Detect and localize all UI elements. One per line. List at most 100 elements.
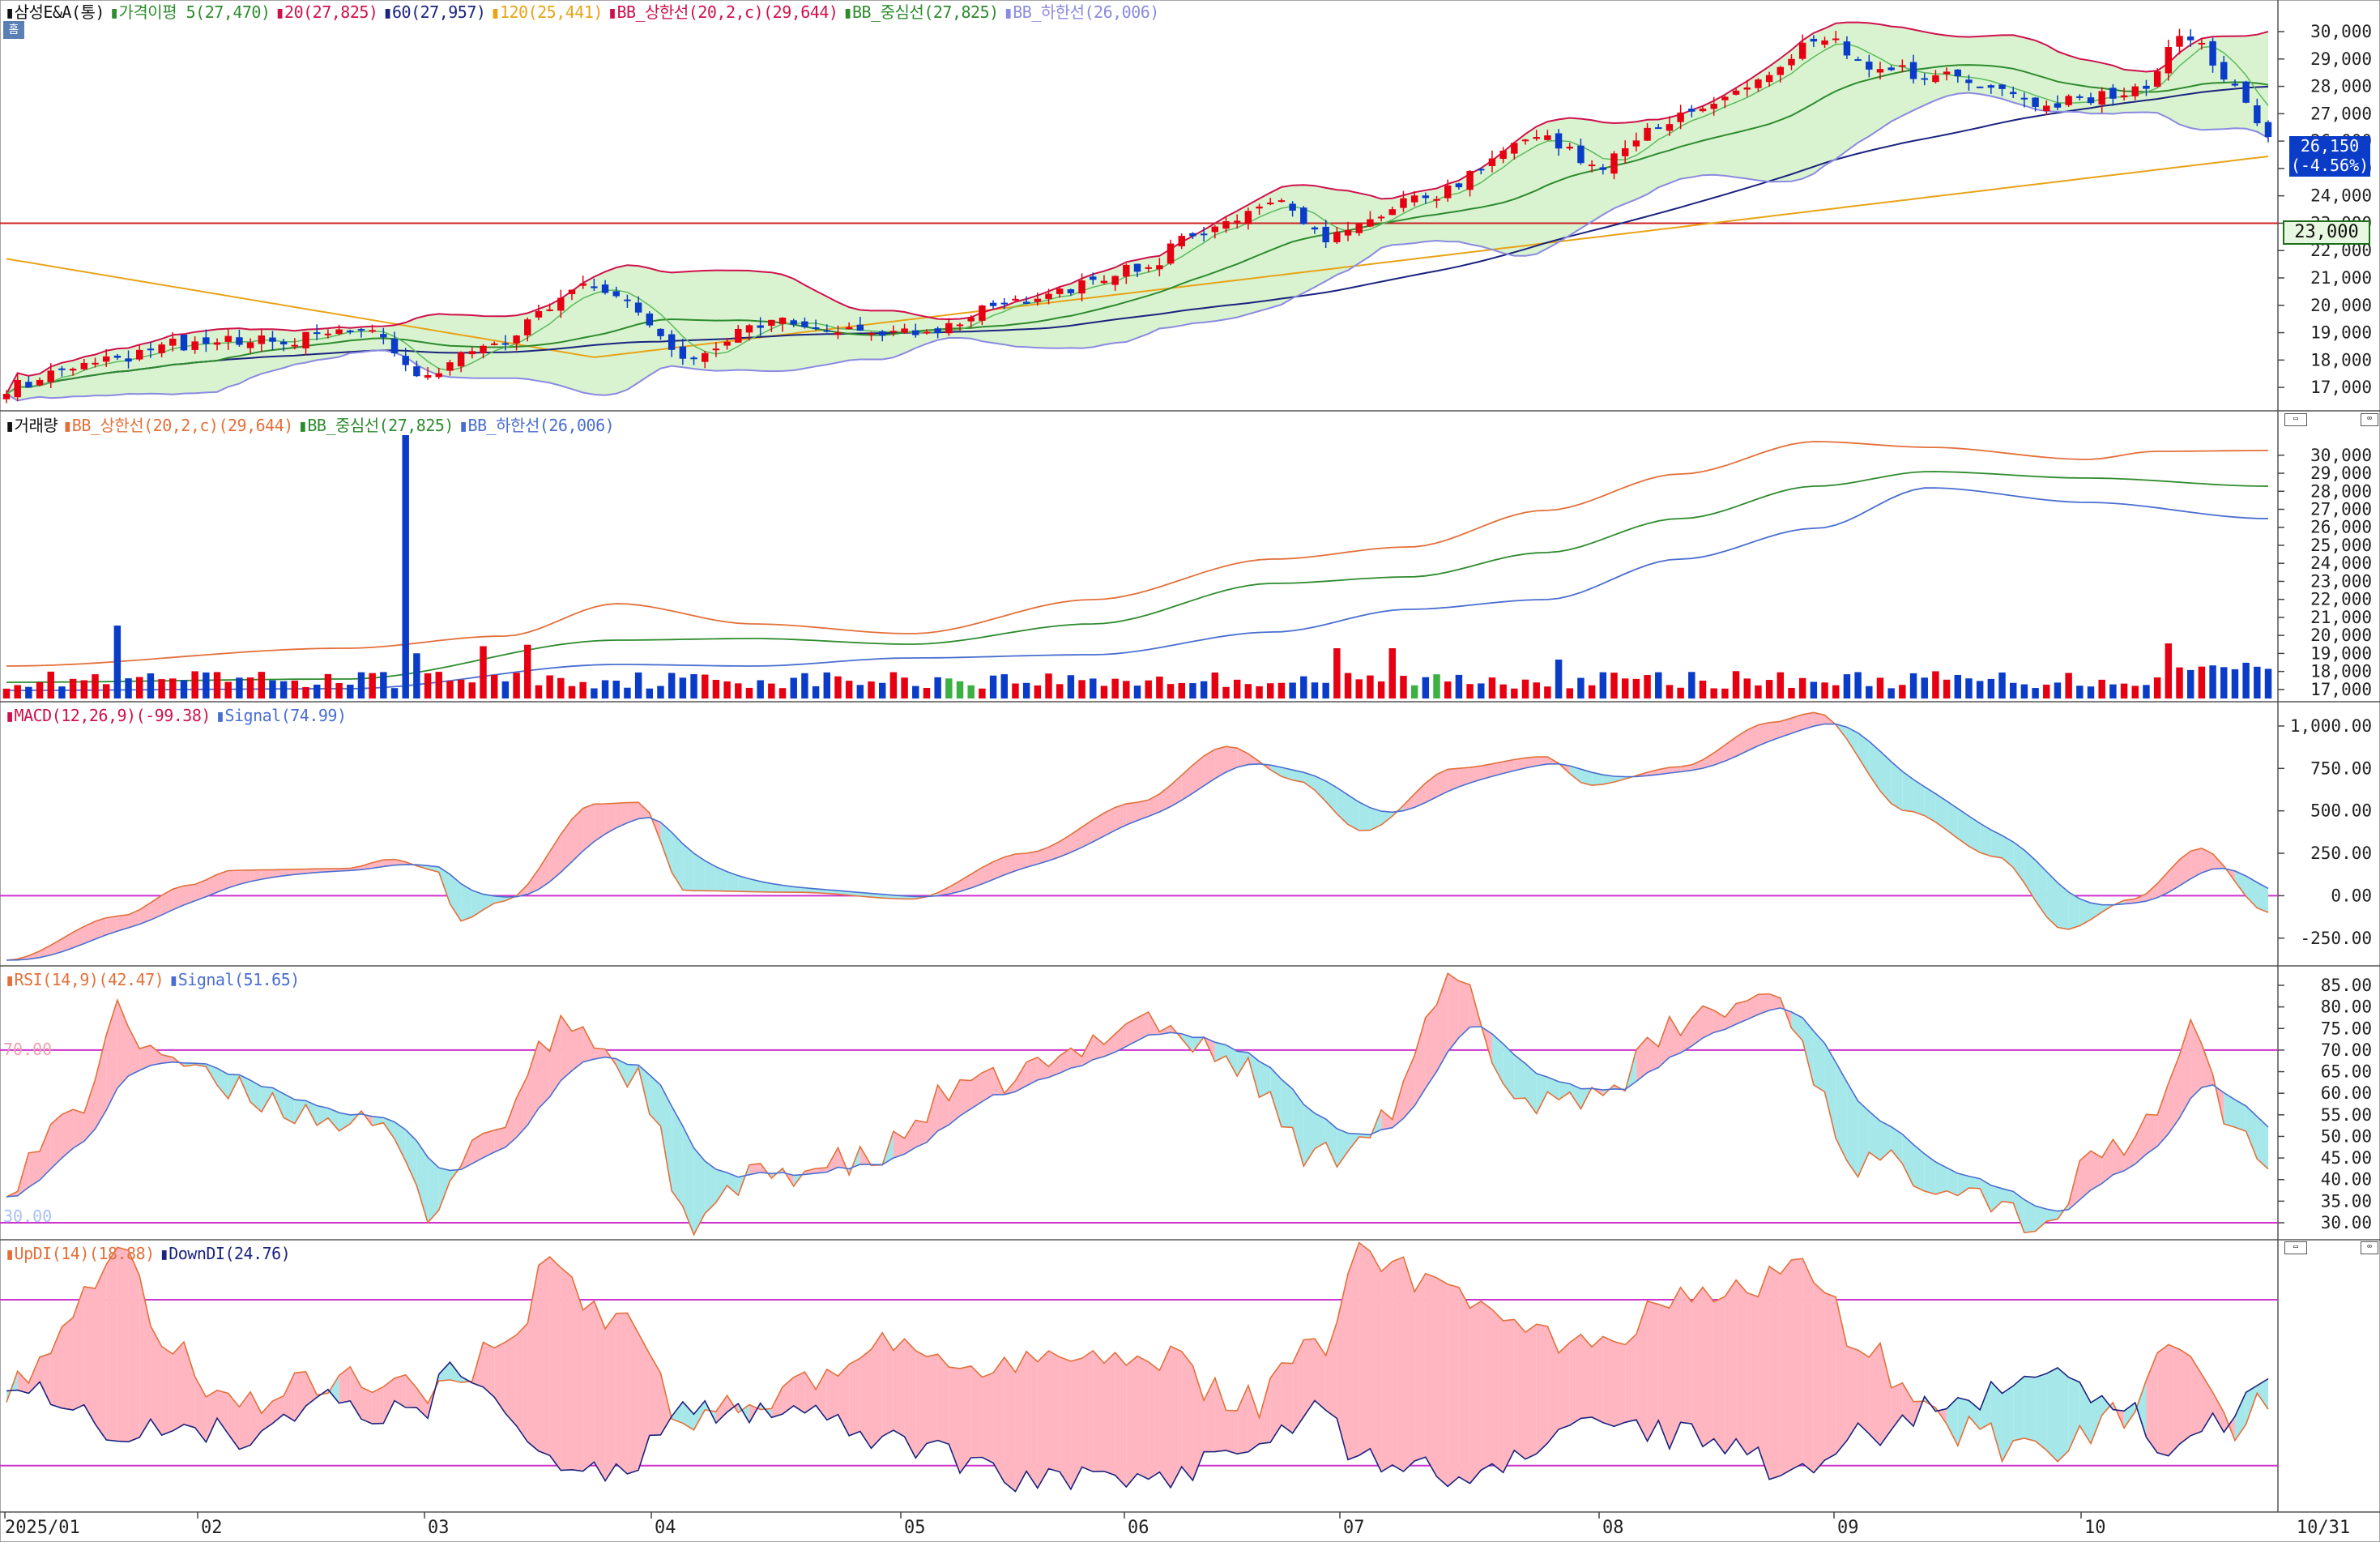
rsi-fill [2201, 1044, 2213, 1088]
volume-bar [845, 681, 853, 698]
volume-bar [657, 686, 664, 698]
legend-item[interactable]: ▮BB_상한선(20,2,c)(29,644) [62, 416, 293, 435]
rsi-fill [1669, 1016, 1681, 1057]
legend-item[interactable]: ▮UpDI(14)(18.88) [5, 1244, 155, 1263]
legend-item[interactable]: ▮BB_하한선(26,006) [458, 416, 615, 435]
axis-label: 750.00 [2310, 758, 2372, 778]
legend-item[interactable]: ▮삼성E&A(통) [5, 2, 104, 22]
pane-close-icon[interactable]: ∞ [2361, 413, 2378, 426]
legend-item[interactable]: ▮BB_중심선(27,825) [842, 2, 999, 22]
macd-histogram-fill [1602, 775, 1614, 784]
volume-bar [1788, 687, 1795, 698]
volume-pane[interactable] [2, 435, 2272, 698]
volume-bar [1244, 684, 1252, 698]
rsi-fill [1292, 1088, 1304, 1167]
macd-histogram-fill [1891, 762, 1903, 810]
pane-maximize-icon[interactable]: ▭ [2284, 1241, 2307, 1254]
dmi-fill [1725, 1279, 1737, 1454]
candle [912, 330, 919, 335]
dmi-fill [383, 1378, 395, 1424]
dmi-fill [438, 1362, 450, 1382]
legend-item[interactable]: ▮120(25,441) [490, 2, 603, 22]
dmi-fill [1559, 1342, 1570, 1429]
rsi-fill [405, 1130, 417, 1186]
rsi-fill [339, 1113, 351, 1131]
candle [2186, 36, 2194, 41]
legend-item[interactable]: ▮BB_상한선(20,2,c)(29,644) [607, 2, 838, 22]
legend-item[interactable]: ▮거래량 [5, 416, 58, 435]
dmi-fill [1314, 1339, 1326, 1411]
rsi-fill [117, 1000, 129, 1088]
macd-histogram-fill [727, 871, 739, 892]
pane-maximize-icon[interactable]: ▭ [2284, 413, 2307, 426]
macd-histogram-fill [2091, 903, 2102, 920]
macd-histogram-fill [1614, 775, 1626, 783]
macd-histogram-fill [616, 802, 628, 828]
candle [1588, 164, 1596, 167]
candle [989, 302, 997, 306]
bollinger-band-fill [6, 22, 2268, 401]
volume-bar [2198, 666, 2206, 698]
rsi-pane[interactable] [0, 972, 2278, 1237]
legend-item[interactable]: ▮60(27,957) [382, 2, 486, 22]
volume-bar [1078, 680, 1086, 698]
dmi-fill [1736, 1279, 1747, 1455]
legend-item[interactable]: ▮BB_하한선(26,006) [1003, 2, 1160, 22]
rsi-fill [1924, 1153, 1936, 1194]
rsi-fill [1259, 1061, 1271, 1098]
pane-close-icon[interactable]: ∞ [2361, 1241, 2378, 1254]
home-icon[interactable]: 홈 [3, 21, 24, 39]
candle [657, 328, 664, 336]
price-pane[interactable] [0, 21, 2278, 404]
rsi-fill [1802, 1017, 1814, 1086]
dmi-fill [1858, 1350, 1870, 1434]
horizontal-level-badge[interactable]: 23,000 [2283, 220, 2370, 245]
legend-item[interactable]: ▮가격이평 5(27,470) [109, 2, 271, 22]
volume-bar [735, 683, 742, 698]
candle [1178, 236, 1185, 246]
legend-item[interactable]: ▮Signal(74.99) [215, 706, 347, 725]
candle [1045, 293, 1052, 299]
candle [1876, 69, 1884, 73]
dmi-fill [327, 1375, 339, 1403]
rsi-fill [1503, 1044, 1515, 1099]
dmi-fill [1037, 1351, 1049, 1489]
legend-item[interactable]: ▮MACD(12,26,9)(-99.38) [5, 706, 211, 725]
volume-bar [1488, 677, 1496, 698]
dmi-fill [616, 1313, 628, 1475]
dmi-fill [1448, 1284, 1459, 1487]
macd-histogram-fill [783, 885, 794, 893]
legend-item[interactable]: ▮Signal(51.65) [168, 970, 300, 989]
dmi-fill [1148, 1361, 1160, 1480]
candle [2120, 95, 2128, 98]
rsi-fill [1303, 1104, 1315, 1167]
macd-histogram-fill [738, 875, 749, 892]
volume-bar [1123, 681, 1130, 698]
rsi-lower-label: 30.00 [3, 1207, 52, 1226]
rsi-fill [1947, 1168, 1958, 1196]
legend-item[interactable]: ▮DownDI(24.76) [159, 1244, 291, 1263]
candle [269, 337, 276, 342]
legend-item[interactable]: ▮RSI(14,9)(42.47) [5, 970, 164, 989]
legend-item[interactable]: ▮BB_중심선(27,825) [297, 416, 454, 435]
rsi-fill [1448, 973, 1459, 1053]
candle [480, 345, 487, 353]
dmi-pane[interactable] [0, 1241, 2278, 1493]
volume-bar [357, 672, 365, 698]
legend-item[interactable]: ▮20(27,825) [275, 2, 378, 22]
rsi-fill [1015, 1061, 1027, 1092]
dmi-fill [682, 1401, 694, 1430]
candle [236, 337, 243, 345]
volume-bar [490, 674, 498, 698]
rsi-fill [83, 1079, 96, 1142]
dmi-fill [1026, 1351, 1038, 1489]
macd-pane[interactable] [0, 711, 2278, 961]
candle [1899, 65, 1906, 67]
dmi-fill [660, 1373, 672, 1435]
volume-bar [1943, 679, 1951, 698]
dmi-fill [538, 1257, 550, 1456]
candle [1998, 84, 2006, 89]
macd-histogram-fill [594, 804, 606, 842]
candle [790, 320, 797, 325]
